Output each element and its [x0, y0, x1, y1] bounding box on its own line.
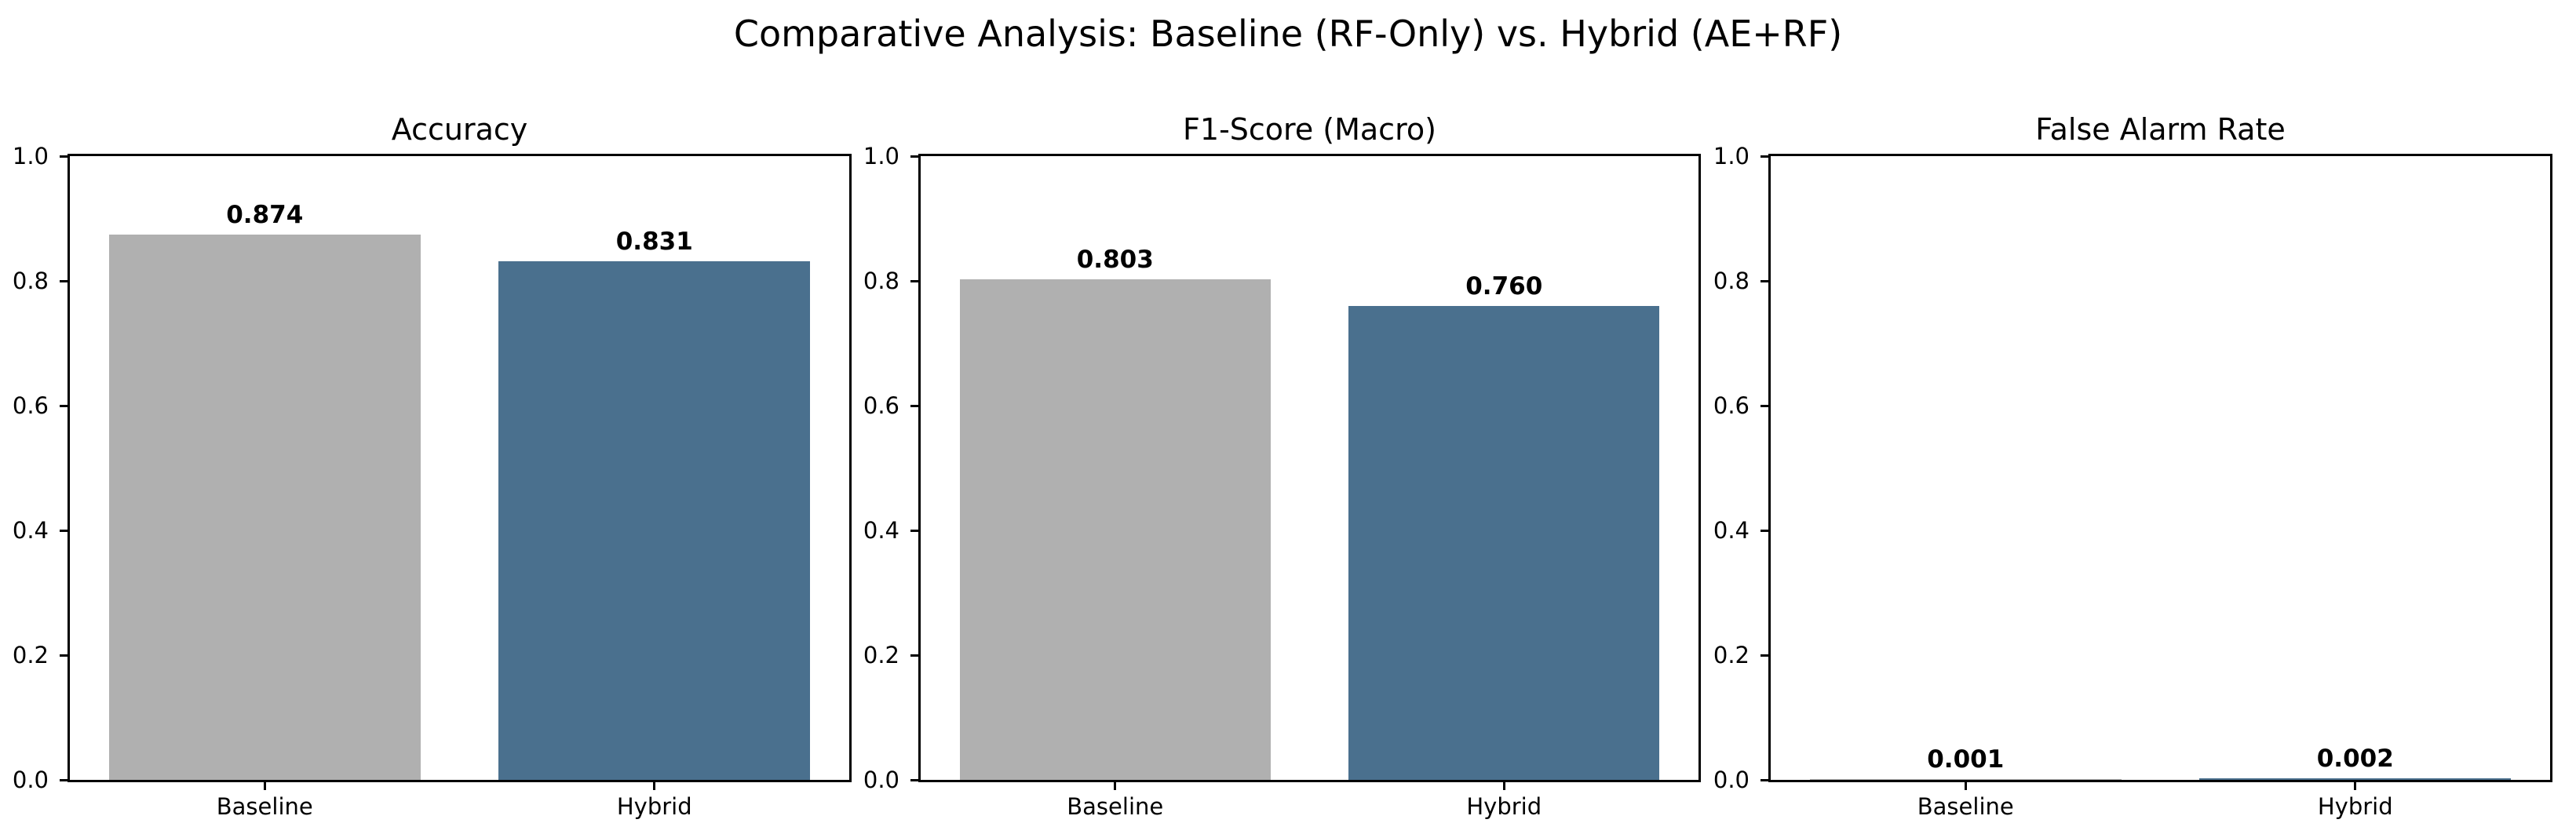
y-axis-tick — [1761, 279, 1768, 282]
y-axis-tick — [910, 404, 918, 407]
y-tick-label: 0.8 — [1713, 268, 1750, 294]
x-tick-label: Hybrid — [1466, 793, 1542, 820]
x-axis-tick — [1114, 782, 1117, 790]
x-tick-label: Baseline — [1917, 793, 2014, 820]
x-tick-label: Hybrid — [2317, 793, 2393, 820]
subplot-title: False Alarm Rate — [2035, 112, 2286, 147]
y-tick-label: 0.6 — [1713, 392, 1750, 419]
y-axis-tick — [60, 778, 68, 781]
y-tick-label: 0.4 — [863, 517, 899, 544]
y-tick-label: 1.0 — [12, 143, 49, 169]
bar-baseline — [108, 235, 421, 780]
subplot-title: Accuracy — [391, 112, 528, 147]
x-axis-tick — [1964, 782, 1967, 790]
y-axis-tick — [910, 529, 918, 532]
x-axis-tick — [1502, 782, 1505, 790]
bar-value-label: 0.803 — [1076, 245, 1154, 274]
bar-value-label: 0.831 — [615, 228, 693, 257]
y-tick-label: 0.0 — [1713, 767, 1750, 793]
x-axis-tick — [653, 782, 656, 790]
y-axis-tick — [1761, 404, 1768, 407]
y-axis-tick — [1761, 654, 1768, 657]
y-axis-tick — [60, 529, 68, 532]
x-tick-label: Baseline — [216, 793, 313, 820]
y-tick-label: 0.0 — [863, 767, 899, 793]
y-tick-label: 0.4 — [1713, 517, 1750, 544]
bar-baseline — [959, 279, 1271, 780]
bar-value-label: 0.874 — [226, 201, 304, 230]
y-tick-label: 0.6 — [12, 392, 49, 419]
bar-hybrid — [498, 261, 811, 780]
y-axis-tick — [910, 279, 918, 282]
bar-hybrid — [2199, 778, 2512, 780]
y-tick-label: 1.0 — [863, 143, 899, 169]
figure-title: Comparative Analysis: Baseline (RF-Only)… — [733, 13, 1843, 55]
y-axis-tick — [1761, 778, 1768, 781]
y-tick-label: 0.2 — [863, 642, 899, 668]
y-axis-tick — [60, 155, 68, 158]
y-axis-tick — [910, 778, 918, 781]
bar-hybrid — [1348, 306, 1660, 780]
subplot-title: F1-Score (Macro) — [1183, 112, 1436, 147]
y-axis-tick — [1761, 529, 1768, 532]
y-axis-tick — [60, 404, 68, 407]
x-axis-tick — [2354, 782, 2357, 790]
y-tick-label: 1.0 — [1713, 143, 1750, 169]
y-tick-label: 0.0 — [12, 767, 49, 793]
y-tick-label: 0.8 — [12, 268, 49, 294]
y-tick-label: 0.2 — [12, 642, 49, 668]
y-axis-tick — [910, 155, 918, 158]
x-tick-label: Baseline — [1067, 793, 1164, 820]
y-axis-tick — [60, 279, 68, 282]
x-tick-label: Hybrid — [616, 793, 692, 820]
bar-value-label: 0.002 — [2316, 745, 2394, 774]
bar-value-label: 0.760 — [1465, 271, 1543, 300]
y-axis-tick — [910, 654, 918, 657]
y-tick-label: 0.2 — [1713, 642, 1750, 668]
bar-value-label: 0.001 — [1927, 745, 2005, 774]
y-axis-tick — [1761, 155, 1768, 158]
y-tick-label: 0.4 — [12, 517, 49, 544]
x-axis-tick — [263, 782, 266, 790]
axes-box — [1768, 154, 2552, 782]
y-tick-label: 0.6 — [863, 392, 899, 419]
bar-baseline — [1809, 779, 2122, 780]
y-tick-label: 0.8 — [863, 268, 899, 294]
y-axis-tick — [60, 654, 68, 657]
